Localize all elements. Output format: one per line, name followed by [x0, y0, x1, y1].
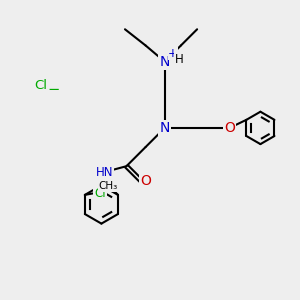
Text: O: O [140, 174, 151, 188]
Text: N: N [160, 55, 170, 69]
Text: HN: HN [96, 166, 113, 178]
Text: +: + [168, 47, 178, 60]
Text: Cl: Cl [94, 187, 106, 200]
Text: Cl: Cl [34, 79, 48, 92]
Text: CH₃: CH₃ [99, 181, 118, 191]
Text: H: H [175, 53, 183, 66]
Text: N: N [160, 121, 170, 135]
Text: −: − [47, 82, 59, 97]
Text: O: O [224, 121, 235, 135]
